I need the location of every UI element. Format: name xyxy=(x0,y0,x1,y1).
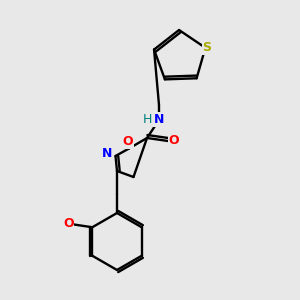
Text: S: S xyxy=(202,41,211,54)
Text: N: N xyxy=(102,147,112,160)
Text: O: O xyxy=(63,217,74,230)
Text: O: O xyxy=(122,135,133,148)
Text: O: O xyxy=(169,134,179,147)
Text: N: N xyxy=(154,113,164,126)
Text: H: H xyxy=(143,113,152,126)
